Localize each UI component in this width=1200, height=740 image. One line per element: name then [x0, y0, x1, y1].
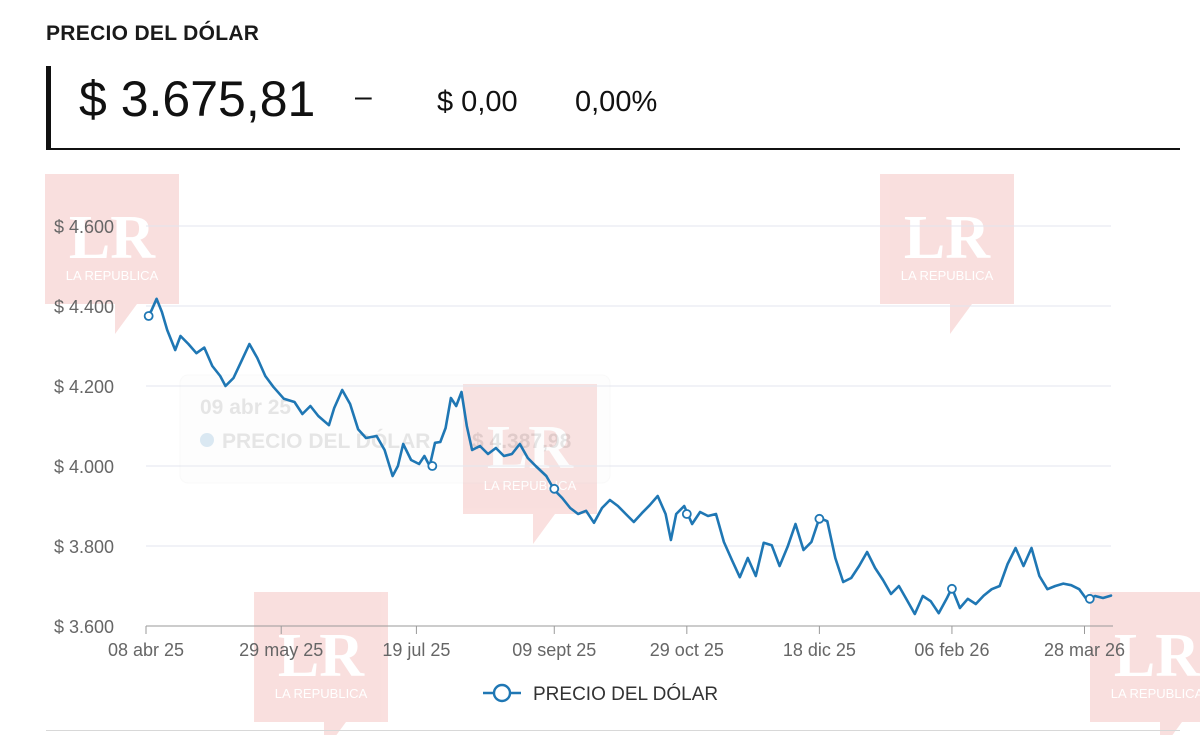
watermark-text: LR: [1114, 622, 1200, 690]
watermark-shape: [45, 174, 179, 334]
change-direction-indicator: –: [355, 80, 372, 113]
y-tick-label: $ 4.600: [54, 217, 114, 237]
watermark-text: LR: [278, 622, 365, 690]
y-axis-labels: $ 3.600 $ 3.800 $ 4.000 $ 4.200 $ 4.400 $ 4.6…: [54, 217, 114, 637]
data-point-marker: [143, 311, 154, 321]
watermark-shape: [463, 384, 597, 544]
series-line: [144, 297, 1113, 616]
watermark-shape: [1090, 592, 1200, 735]
tooltip-swatch: [200, 433, 214, 447]
y-tick-label: $ 4.000: [54, 457, 114, 477]
legend-marker: [492, 683, 512, 703]
tooltip-date: 09 abr 25: [200, 396, 291, 419]
watermark-text: LR: [904, 204, 991, 272]
price-change: $ 0,00: [437, 86, 518, 118]
y-tick-label: $ 4.200: [54, 377, 114, 397]
x-tick-label: 08 abr 25: [108, 640, 184, 660]
y-tick-label: $ 3.600: [54, 617, 114, 637]
data-point-marker: [947, 583, 957, 594]
data-point-marker: [814, 513, 825, 524]
y-tick-label: $ 4.400: [54, 297, 114, 317]
series-price[interactable]: [143, 297, 1113, 616]
tooltip-series: PRECIO DEL DÓLAR: [222, 429, 430, 453]
watermark-shape: [254, 592, 388, 735]
x-tick-label: 06 feb 26: [914, 640, 989, 660]
watermark-subtext: LA REPUBLICA: [66, 268, 159, 283]
data-point-marker: [427, 461, 438, 471]
x-tick-label: 29 oct 25: [650, 640, 724, 660]
price-change-percent: 0,00%: [575, 86, 658, 118]
current-price: $ 3.675,81: [79, 71, 316, 127]
legend-label: PRECIO DEL DÓLAR: [533, 683, 718, 705]
watermark-subtext: LA REPUBLICA: [901, 268, 994, 283]
tooltip-background: [179, 374, 611, 484]
y-tick-label: $ 3.800: [54, 537, 114, 557]
bottom-divider: [46, 730, 1180, 731]
x-tick-label: 28 mar 26: [1044, 640, 1125, 660]
chart-grid: [146, 225, 1111, 547]
price-box: $ 3.675,81 – $ 0,00 0,00%: [46, 66, 1180, 150]
data-point-marker: [1084, 593, 1095, 604]
watermark-subtext: LA REPUBLICA: [275, 686, 368, 701]
watermark-text: LR: [69, 204, 156, 272]
x-tick-label: 19 jul 25: [382, 640, 450, 660]
section-title: PRECIO DEL DÓLAR: [46, 22, 260, 45]
watermark-shape: [880, 174, 1014, 334]
x-tick-label: 29 may 25: [239, 640, 323, 660]
watermark-subtext: LA REPUBLICA: [1111, 686, 1200, 701]
watermark-text: LR: [487, 414, 574, 482]
x-tick-label: 18 dic 25: [783, 640, 856, 660]
x-axis: 08 abr 25 29 may 25 19 jul 25 09 sept 25 29 …: [108, 625, 1125, 660]
chart-legend[interactable]: PRECIO DEL DÓLAR: [483, 683, 718, 705]
data-point-marker: [681, 509, 692, 519]
x-tick-label: 09 sept 25: [512, 640, 596, 660]
data-point-marker: [549, 483, 560, 494]
